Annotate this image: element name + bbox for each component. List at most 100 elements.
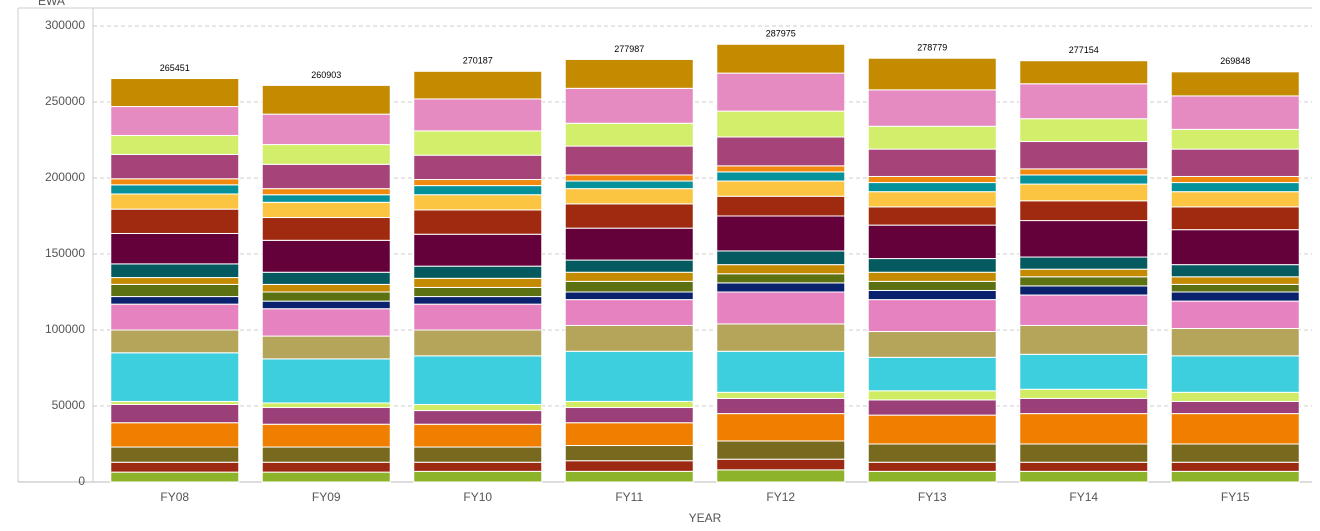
bar-segment [261,402,391,409]
bar-segment [110,329,240,354]
bar-segment [1170,355,1300,393]
bar-segment [1170,283,1300,293]
bar-segment [564,203,694,229]
bar-segment [716,273,846,284]
bar-segment [110,208,240,234]
bar-segment [1019,60,1149,85]
y-tick-label: 300000 [45,18,85,32]
bar-segment [564,174,694,182]
total-label: 260903 [311,70,341,80]
x-tick-label: FY08 [160,490,189,504]
bar-segment [1019,324,1149,355]
bar-segment [413,296,543,305]
bar-segment [1019,276,1149,287]
bar-segment [867,57,997,91]
bar-segment [564,122,694,147]
bar-segment [716,136,846,167]
x-tick-label: FY13 [918,490,947,504]
bar-segment [261,471,391,483]
bar-segment [1019,168,1149,176]
bar-segment [867,470,997,483]
bar-segment [716,440,846,460]
y-tick-label: 50000 [52,398,86,412]
bar-segment [261,300,391,310]
bar-segment [261,271,391,285]
y-tick-label: 150000 [45,246,85,260]
bar-segment [110,283,240,298]
bar-segment [867,182,997,193]
bar-segment [564,271,694,282]
total-label: 278779 [917,43,947,53]
bar-segment [261,283,391,293]
bar-segment [261,163,391,190]
bar-segment [867,125,997,150]
bar-segment [413,233,543,267]
bar-segment [413,194,543,211]
bar-segment [867,299,997,333]
total-label: 269848 [1220,56,1250,66]
y-tick-label: 100000 [45,322,85,336]
bar-segment [716,397,846,415]
bar-segment [716,391,846,399]
bar-segment [110,303,240,331]
bar-segment [1170,229,1300,266]
bar-segment [716,264,846,275]
bar-segment [110,352,240,402]
y-tick-label: 250000 [45,94,85,108]
bar-segment [716,458,846,471]
x-tick-label: FY15 [1221,490,1250,504]
x-tick-label: FY12 [766,490,795,504]
bar-segment [867,224,997,260]
bar-segment [564,299,694,326]
bar-segment [1170,461,1300,472]
bar-segment [110,461,240,473]
bar-segment [716,215,846,252]
bar-segment [867,356,997,392]
bar-segment [564,259,694,273]
bar-segment [564,180,694,190]
bar-segment [564,227,694,261]
bar-segment [261,239,391,273]
bar-segment [716,165,846,173]
bar-segment [413,461,543,472]
bar-segment [1019,461,1149,472]
x-tick-label: FY09 [312,490,341,504]
bar-segment [261,113,391,146]
bar-segment [564,280,694,293]
bar-segment [1170,71,1300,97]
bar-segment [1019,388,1149,399]
bar-segment [1170,191,1300,208]
bar-segment [867,414,997,445]
bar-segment [413,265,543,279]
bar-segment [110,471,240,483]
bar-segment [1019,174,1149,185]
bar-segment [867,461,997,472]
bar-segment [716,350,846,393]
bar-segment [1170,264,1300,278]
bar-segment [564,445,694,462]
bar-segment [261,423,391,448]
bar-segment [1170,391,1300,402]
bar-segment [1170,327,1300,357]
bar-segment [110,232,240,265]
x-tick-label: FY11 [615,490,643,504]
y-axis-label: EWA [38,0,65,8]
x-tick-label: FY14 [1069,490,1098,504]
bar-segment [1019,294,1149,326]
bar-segment [413,130,543,156]
bar-segment [1170,300,1300,329]
bar-segment [716,43,846,74]
bar-segment [261,358,391,404]
bar-segment [261,461,391,473]
bar-segment [261,407,391,425]
x-axis-label: YEAR [689,511,722,525]
bar-segment [1170,470,1300,483]
bar-segment [867,148,997,177]
bar-segment [1170,291,1300,302]
total-label: 277987 [614,44,644,54]
bar-segment [564,145,694,176]
bar-segment [867,206,997,226]
bar-segment [1019,200,1149,222]
bar-segment [867,175,997,184]
